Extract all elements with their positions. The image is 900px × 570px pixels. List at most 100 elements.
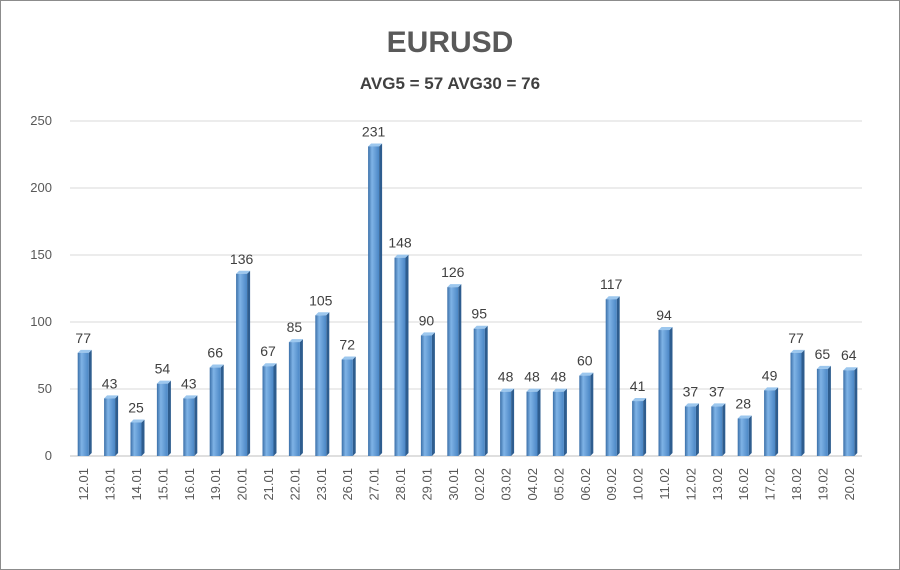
bar-side <box>748 415 752 456</box>
x-tick-label: 18.02 <box>789 468 804 501</box>
data-label: 126 <box>441 264 465 280</box>
bar-front <box>104 398 116 456</box>
bar-front <box>236 273 248 456</box>
data-label: 117 <box>600 276 623 292</box>
bar-side <box>273 363 277 456</box>
x-tick-label: 11.02 <box>657 468 672 500</box>
data-labels: 77 43 25 54 43 66 136 67 85 105 72 231 148 90 126 95 48 4… <box>75 123 856 415</box>
bar <box>579 372 594 456</box>
x-tick-label: 15.01 <box>155 468 170 501</box>
bar <box>764 387 779 456</box>
x-tick-label: 22.01 <box>287 468 302 501</box>
bar <box>500 388 515 456</box>
data-label: 37 <box>683 383 699 399</box>
bar-front <box>156 383 168 456</box>
bar-front <box>526 391 538 456</box>
bar-top <box>104 395 119 399</box>
y-tick-label: 100 <box>30 314 52 329</box>
x-tick-label: 19.01 <box>208 468 223 501</box>
bar-side <box>379 143 383 456</box>
y-tick-label: 0 <box>45 448 52 463</box>
bar-side <box>511 388 515 456</box>
bar <box>368 143 383 456</box>
bar <box>236 270 251 456</box>
bar-top <box>605 296 620 300</box>
bar-front <box>288 342 300 456</box>
data-label: 77 <box>75 330 91 346</box>
data-label: 95 <box>471 306 487 322</box>
bar-side <box>247 270 251 456</box>
bar-front <box>130 422 142 456</box>
bar-front <box>816 368 828 456</box>
x-tick-label: 29.01 <box>419 468 434 501</box>
bar <box>104 395 119 456</box>
bar-top <box>816 365 831 369</box>
data-label: 65 <box>815 346 831 362</box>
bar-front <box>447 287 459 456</box>
bar-side <box>643 398 647 456</box>
x-tick-label: 06.02 <box>578 468 593 501</box>
x-tick-label: 05.02 <box>551 468 566 501</box>
chart-title: EURUSD <box>386 26 514 59</box>
bar-front <box>473 328 485 456</box>
bar <box>843 367 858 456</box>
bar-side <box>88 349 92 456</box>
x-tick-label: 13.01 <box>103 468 118 501</box>
bar <box>288 339 303 456</box>
data-label: 64 <box>841 347 857 363</box>
bar-top <box>473 325 488 329</box>
bar-side <box>352 356 356 456</box>
bar-side <box>458 284 462 456</box>
data-label: 136 <box>230 251 254 267</box>
data-label: 37 <box>709 383 725 399</box>
bar-top <box>394 254 409 258</box>
bar-top <box>183 395 198 399</box>
bar-side <box>590 372 594 456</box>
bar-side <box>141 419 145 456</box>
bar <box>473 325 488 456</box>
data-label: 43 <box>181 375 197 391</box>
bar <box>77 349 92 456</box>
bar-side <box>854 367 858 456</box>
bar-top <box>711 403 726 407</box>
data-label: 85 <box>287 319 303 335</box>
x-tick-label: 28.01 <box>393 468 408 501</box>
bar <box>632 398 647 456</box>
bar-front <box>500 391 512 456</box>
bar-top <box>632 398 647 402</box>
bar <box>447 284 462 456</box>
data-label: 148 <box>388 235 412 251</box>
bar-side <box>220 364 224 456</box>
bar-front <box>764 390 776 456</box>
bar <box>420 332 435 456</box>
bar-front <box>790 352 802 456</box>
bar-top <box>130 419 145 423</box>
data-label: 60 <box>577 353 593 369</box>
y-tick-label: 250 <box>30 113 52 128</box>
bar-top <box>790 349 805 353</box>
bar <box>552 388 567 456</box>
bar <box>341 356 356 456</box>
bar-side <box>616 296 620 456</box>
x-tick-label: 02.02 <box>472 468 487 501</box>
bar-side <box>722 403 726 456</box>
bar-front <box>552 391 564 456</box>
bar-side <box>669 327 673 456</box>
bar-side <box>801 349 805 456</box>
bar-front <box>737 418 749 456</box>
bar <box>526 388 541 456</box>
data-label: 90 <box>419 312 435 328</box>
data-label: 67 <box>260 343 276 359</box>
bar-top <box>288 339 303 343</box>
x-tick-label: 16.02 <box>736 468 751 501</box>
bar <box>394 254 409 456</box>
bar-front <box>579 375 591 456</box>
data-label: 48 <box>498 369 514 385</box>
bar-top <box>368 143 383 147</box>
x-tick-label: 10.02 <box>631 468 646 501</box>
bar-side <box>115 395 119 456</box>
y-tick-label: 150 <box>30 247 52 262</box>
data-label: 66 <box>207 345 223 361</box>
bar <box>711 403 726 456</box>
